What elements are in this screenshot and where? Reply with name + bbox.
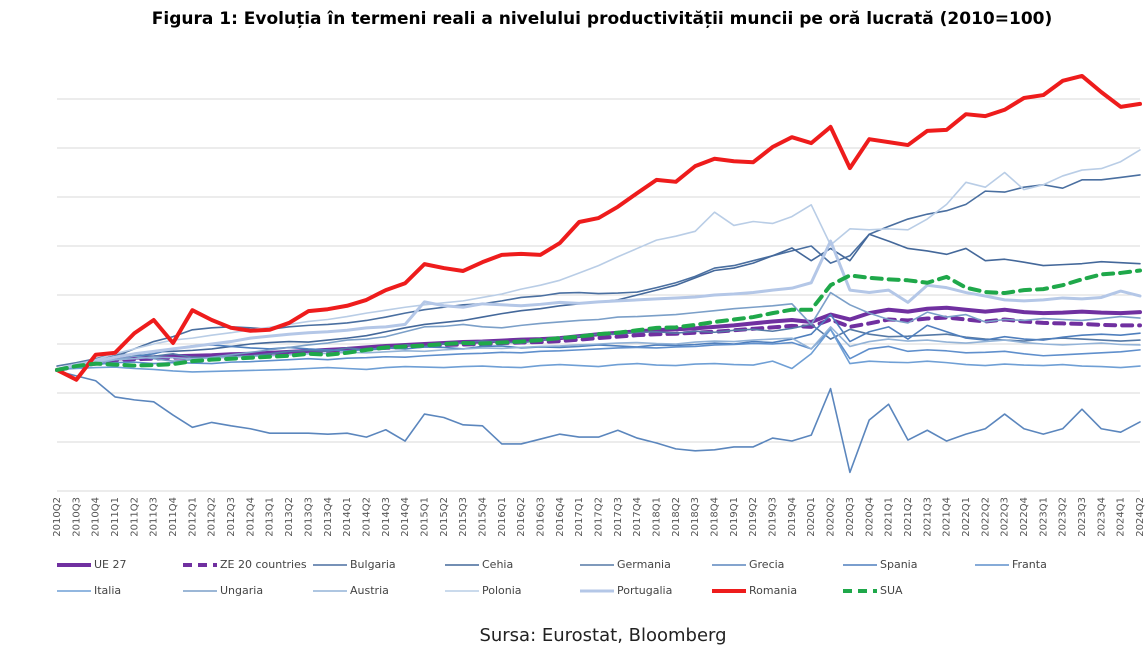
- x-tick-label: 2010Q4: [91, 497, 102, 537]
- x-tick-label: 2022Q2: [980, 497, 991, 537]
- x-tick-label: 2023Q4: [1096, 497, 1107, 537]
- x-tick-label: 2017Q1: [574, 497, 585, 537]
- x-tick-label: 2012Q3: [226, 497, 237, 537]
- legend-label: Bulgaria: [350, 558, 396, 571]
- x-tick-label: 2023Q1: [1038, 497, 1049, 537]
- legend-label: Italia: [94, 584, 121, 597]
- legend-label: ZE 20 countries: [220, 558, 307, 571]
- series-line: [55, 239, 1142, 371]
- x-tick-label: 2016Q3: [535, 497, 546, 537]
- legend-label: Grecia: [749, 558, 784, 571]
- legend-label: Germania: [617, 558, 671, 571]
- legend-label: Franta: [1012, 558, 1047, 571]
- x-tick-label: 2019Q4: [787, 497, 798, 537]
- legend-label: Romania: [749, 584, 797, 597]
- legend-label: Portugalia: [617, 584, 672, 597]
- x-tick-label: 2017Q4: [632, 497, 643, 537]
- x-tick-label: 2018Q4: [710, 497, 721, 537]
- x-tick-label: 2020Q4: [864, 497, 875, 537]
- x-tick-label: 2011Q2: [129, 497, 140, 537]
- x-tick-label: 2015Q2: [439, 497, 450, 537]
- series-line: [56, 370, 1141, 474]
- x-tick-label: 2011Q4: [168, 497, 179, 537]
- legend-label: Polonia: [482, 584, 522, 597]
- source-note: Sursa: Eurostat, Bloomberg: [479, 625, 726, 646]
- legend-label: Spania: [880, 558, 917, 571]
- series-line: [56, 326, 1141, 371]
- x-tick-label: 2017Q3: [613, 497, 624, 537]
- x-tick-label: 2014Q2: [361, 497, 372, 537]
- x-tick-label: 2020Q2: [826, 497, 837, 537]
- x-tick-label: 2011Q3: [149, 497, 160, 537]
- series-line: [55, 73, 1142, 382]
- x-tick-label: 2019Q2: [748, 497, 759, 537]
- x-tick-label: 2013Q1: [265, 497, 276, 537]
- x-tick-label: 2010Q3: [71, 497, 82, 537]
- x-tick-label: 2012Q1: [187, 497, 198, 537]
- x-tick-label: 2016Q1: [497, 497, 508, 537]
- x-tick-label: 2020Q1: [806, 497, 817, 537]
- series-line: [56, 291, 1141, 371]
- x-tick-label: 2012Q2: [207, 497, 218, 537]
- chart-title: Figura 1: Evoluția în termeni reali a ni…: [152, 9, 1053, 29]
- x-tick-label: 2020Q3: [845, 497, 856, 537]
- x-tick-label: 2015Q3: [458, 497, 469, 537]
- x-tick-label: 2014Q3: [381, 497, 392, 537]
- x-tick-label: 2021Q3: [922, 497, 933, 537]
- x-tick-label: 2015Q4: [477, 497, 488, 537]
- x-tick-label: 2023Q2: [1058, 497, 1069, 537]
- x-tick-label: 2013Q4: [323, 497, 334, 537]
- x-tick-label: 2022Q3: [1000, 497, 1011, 537]
- x-tick-label: 2023Q3: [1077, 497, 1088, 537]
- x-tick-label: 2018Q1: [652, 497, 663, 537]
- x-tick-label: 2015Q1: [419, 497, 430, 537]
- series-line: [55, 268, 1142, 372]
- x-tick-label: 2016Q4: [555, 497, 566, 537]
- legend-label: SUA: [880, 584, 903, 597]
- legend-label: Cehia: [482, 558, 513, 571]
- x-tick-label: 2022Q1: [961, 497, 972, 537]
- x-tick-label: 2021Q2: [903, 497, 914, 537]
- x-tick-label: 2019Q1: [729, 497, 740, 537]
- x-tick-label: 2021Q1: [884, 497, 895, 537]
- x-tick-label: 2016Q2: [516, 497, 527, 537]
- legend-label: Austria: [350, 584, 389, 597]
- series-line: [56, 149, 1141, 371]
- x-tick-label: 2018Q2: [671, 497, 682, 537]
- x-tick-label: 2013Q2: [284, 497, 295, 537]
- legend-label: UE 27: [94, 558, 127, 571]
- x-tick-label: 2014Q1: [342, 497, 353, 537]
- legend-label: Ungaria: [220, 584, 263, 597]
- x-tick-label: 2017Q2: [594, 497, 605, 537]
- series-line: [56, 328, 1141, 372]
- series-line: [56, 313, 1141, 371]
- x-tick-label: 2013Q3: [303, 497, 314, 537]
- x-tick-label: 2012Q4: [245, 497, 256, 537]
- x-tick-label: 2019Q3: [768, 497, 779, 537]
- x-tick-label: 2021Q4: [942, 497, 953, 537]
- x-tick-label: 2018Q3: [690, 497, 701, 537]
- x-tick-label: 2011Q1: [110, 497, 121, 537]
- x-tick-label: 2014Q4: [400, 497, 411, 537]
- series-line: [56, 174, 1141, 371]
- x-tick-label: 2024Q1: [1116, 497, 1127, 537]
- x-tick-label: 2010Q2: [52, 497, 63, 537]
- x-tick-label: 2022Q4: [1019, 497, 1030, 537]
- series-line: [56, 328, 1141, 373]
- x-tick-label: 2024Q2: [1135, 497, 1146, 537]
